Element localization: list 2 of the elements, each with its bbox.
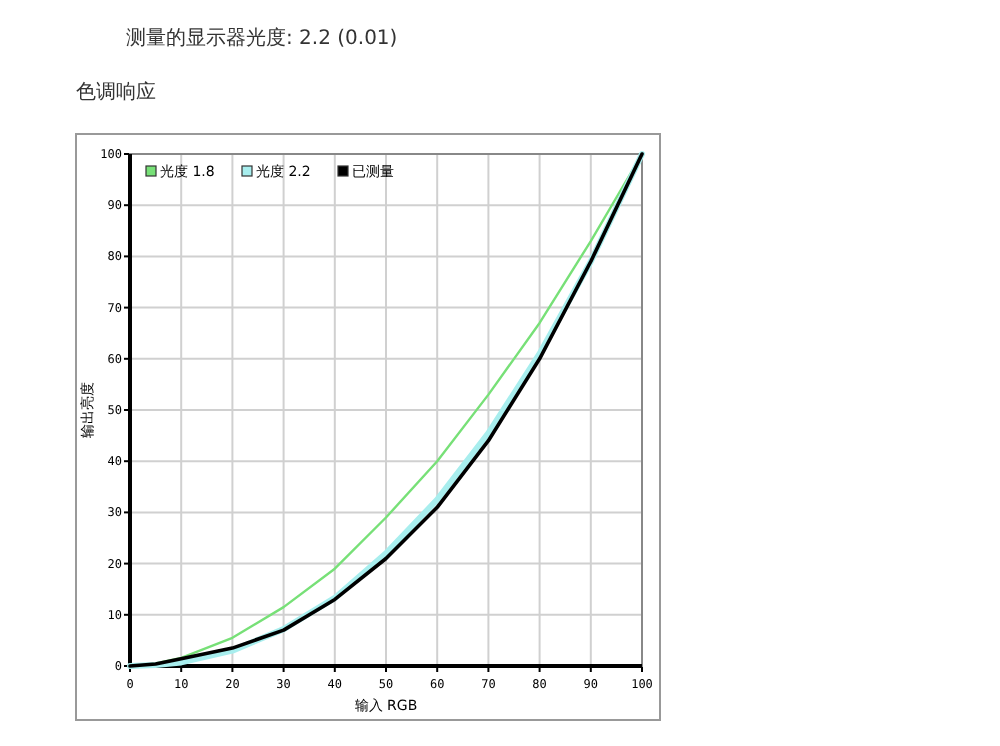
chart-subtitle: 色调响应 <box>76 80 156 104</box>
chart-title: 测量的显示器光度: 2.2 (0.01) <box>126 26 398 50</box>
